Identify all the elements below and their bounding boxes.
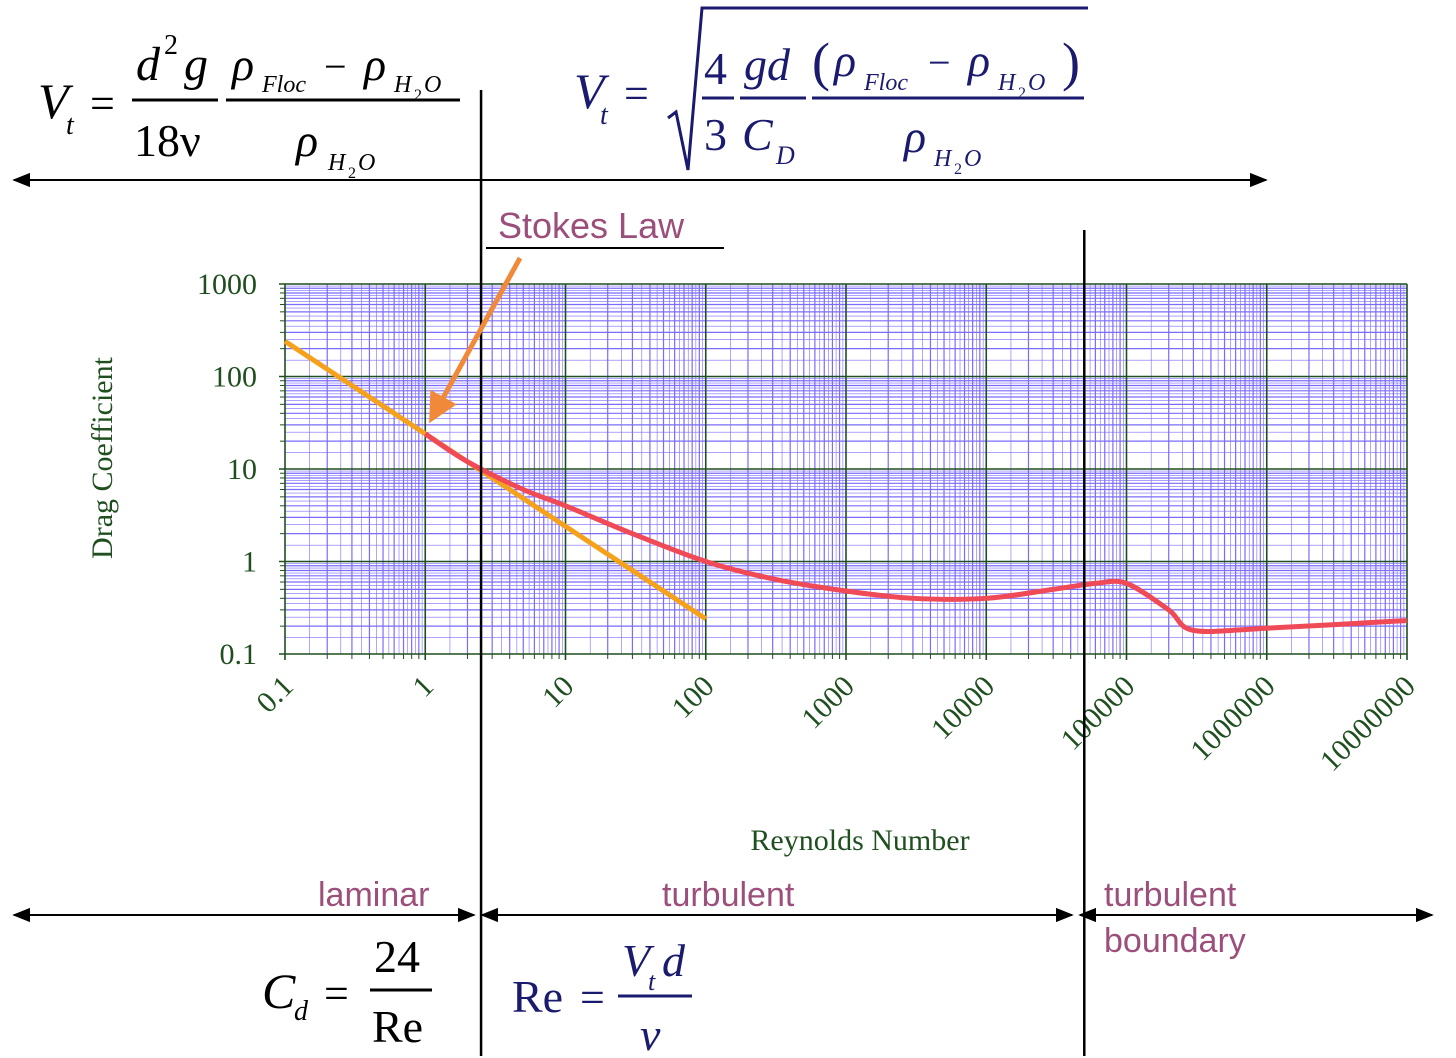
formula-term: d xyxy=(136,38,161,91)
formula-term: H xyxy=(327,150,347,176)
formula-term: ρ xyxy=(230,39,254,90)
x-tick-label: 1000 xyxy=(795,670,861,736)
formula-term: O xyxy=(964,146,981,172)
drag-coefficient-curve xyxy=(423,431,1408,634)
formula-term: 2 xyxy=(954,161,962,178)
formula-term: ρ xyxy=(902,111,926,162)
laminar-label: laminar xyxy=(318,876,429,914)
y-tick-label: 10 xyxy=(227,453,257,486)
formula-term: C xyxy=(262,963,296,1019)
x-tick-label: 10000 xyxy=(925,670,1001,746)
formula-term: − xyxy=(928,40,951,85)
formula-term: d xyxy=(662,935,686,986)
y-tick-labels: 1000 100 10 1 0.1 xyxy=(197,268,257,671)
stokes-law-arrow xyxy=(429,256,523,424)
general-velocity-formula: V t = 4 3 gd C D ( ρ Floc − ρ H 2 O ) ρ … xyxy=(574,6,1088,178)
stokes-velocity-formula: V t = d 2 g 18ν ρ Floc − ρ H 2 O ρ H 2 O xyxy=(38,30,460,182)
formula-term: Floc xyxy=(261,72,306,98)
stokes-law-line xyxy=(283,339,708,621)
stokes-law-label: Stokes Law xyxy=(498,205,685,246)
series-layer xyxy=(283,339,1408,634)
formula-term: C xyxy=(742,109,774,160)
formula-term: g xyxy=(184,38,208,91)
x-tick-label: 10 xyxy=(536,670,581,715)
formula-term: H xyxy=(393,72,413,98)
x-tick-label: 100 xyxy=(666,670,721,725)
formula-term: V xyxy=(622,935,655,986)
formula-term: ν xyxy=(640,1009,661,1058)
formula-term: = xyxy=(580,973,605,1022)
major-grid xyxy=(279,283,1408,660)
formula-term: − xyxy=(324,44,347,89)
formula-term: gd xyxy=(744,39,791,90)
formula-term: = xyxy=(624,69,649,118)
formula-term: 2 xyxy=(164,30,178,61)
laminar-drag-formula: C d = 24 Re xyxy=(262,931,432,1052)
formula-term: 4 xyxy=(704,43,727,94)
formula-term: H xyxy=(997,70,1017,96)
formula-term: V xyxy=(38,73,74,129)
turbulent-label: turbulent xyxy=(662,876,795,914)
reynolds-formula: Re = V t d ν xyxy=(512,935,692,1058)
formula-term: Re xyxy=(372,1001,423,1052)
formula-term: 18ν xyxy=(134,115,201,166)
formula-term: ρ xyxy=(294,115,318,166)
formula-term: ρ xyxy=(966,35,990,86)
formula-term: 24 xyxy=(374,931,420,982)
formula-term: ) xyxy=(1062,32,1080,92)
formula-term: ρ xyxy=(362,39,386,90)
x-tick-label: 1000000 xyxy=(1184,670,1282,768)
y-tick-label: 1000 xyxy=(197,268,257,301)
formula-term: 3 xyxy=(704,109,727,160)
formula-term: t xyxy=(648,967,656,996)
y-axis-label: Drag Coefficient xyxy=(86,356,119,559)
formula-term: = xyxy=(90,79,115,128)
y-tick-label: 100 xyxy=(212,361,257,394)
x-tick-label: 100000 xyxy=(1054,670,1141,757)
formula-term: V xyxy=(574,63,610,119)
formula-term: O xyxy=(1028,70,1045,96)
formula-term: D xyxy=(775,141,795,170)
formula-term: 2 xyxy=(1018,85,1026,102)
formula-term: Floc xyxy=(863,70,908,96)
x-tick-labels: 0.1 1 10 100 1000 10000 100000 1000000 10000000 xyxy=(250,670,1422,778)
formula-term: Re xyxy=(512,971,563,1022)
formula-term: ρ xyxy=(832,35,856,86)
stokes-law-annotation: Stokes Law xyxy=(429,205,724,424)
formula-term: = xyxy=(324,969,349,1018)
formula-term: t xyxy=(66,110,75,141)
x-tick-label: 0.1 xyxy=(250,670,300,720)
turbulent-boundary-label-line2: boundary xyxy=(1104,922,1246,960)
formula-term: d xyxy=(294,996,309,1027)
formula-term: O xyxy=(358,150,375,176)
x-axis-label: Reynolds Number xyxy=(750,824,969,857)
y-tick-label: 1 xyxy=(242,546,257,579)
formula-term: O xyxy=(424,72,441,98)
formula-term: t xyxy=(600,100,609,131)
y-tick-label: 0.1 xyxy=(220,638,258,671)
drag-coefficient-chart: 1000 100 10 1 0.1 0.1 1 10 100 1000 10000 100000 10… xyxy=(86,268,1422,857)
x-tick-label: 1 xyxy=(406,670,440,704)
formula-term: 2 xyxy=(414,87,422,104)
formula-term: H xyxy=(933,146,953,172)
square-root-sign xyxy=(667,6,1088,171)
x-tick-label: 10000000 xyxy=(1314,670,1422,778)
formula-term: ( xyxy=(812,32,830,92)
turbulent-boundary-label-line1: turbulent xyxy=(1104,876,1237,914)
